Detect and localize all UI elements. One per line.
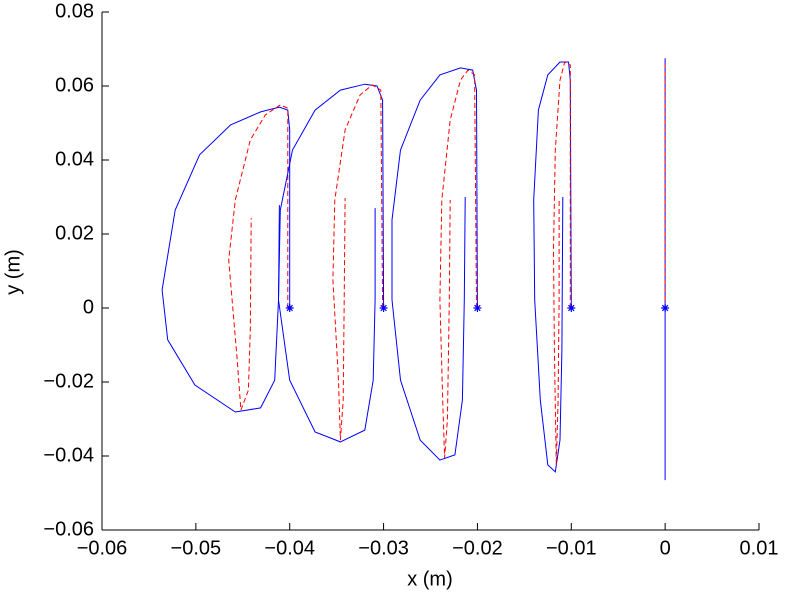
curve [439,69,477,458]
y-tick-label: 0.08 [55,0,94,22]
x-tick-label: −0.02 [452,537,503,559]
curve [161,106,291,413]
y-tick-label: −0.06 [43,518,94,540]
y-axis-label: y (m) [2,249,24,295]
y-tick-label: 0.02 [55,222,94,244]
y-tick-label: 0 [83,296,94,318]
y-tick-label: 0.06 [55,74,94,96]
curve [332,84,384,441]
marker [567,304,576,312]
curve [552,61,571,465]
y-tick-label: 0.04 [55,148,94,170]
x-tick-label: −0.01 [546,537,597,559]
marker [285,304,294,312]
x-tick-label: −0.04 [264,537,315,559]
curve [277,83,385,443]
y-tick-label: −0.04 [43,444,94,466]
marker [661,304,670,312]
marker [473,304,482,312]
x-axis-label: x (m) [407,568,453,590]
x-tick-label: −0.06 [77,537,128,559]
x-tick-label: 0 [660,537,671,559]
x-tick-label: −0.03 [358,537,409,559]
marker [379,304,388,312]
y-tick-label: −0.02 [43,370,94,392]
x-tick-label: 0.01 [740,537,779,559]
curve [228,104,289,411]
x-tick-label: −0.05 [171,537,222,559]
curve [391,67,478,461]
curve [533,61,572,473]
